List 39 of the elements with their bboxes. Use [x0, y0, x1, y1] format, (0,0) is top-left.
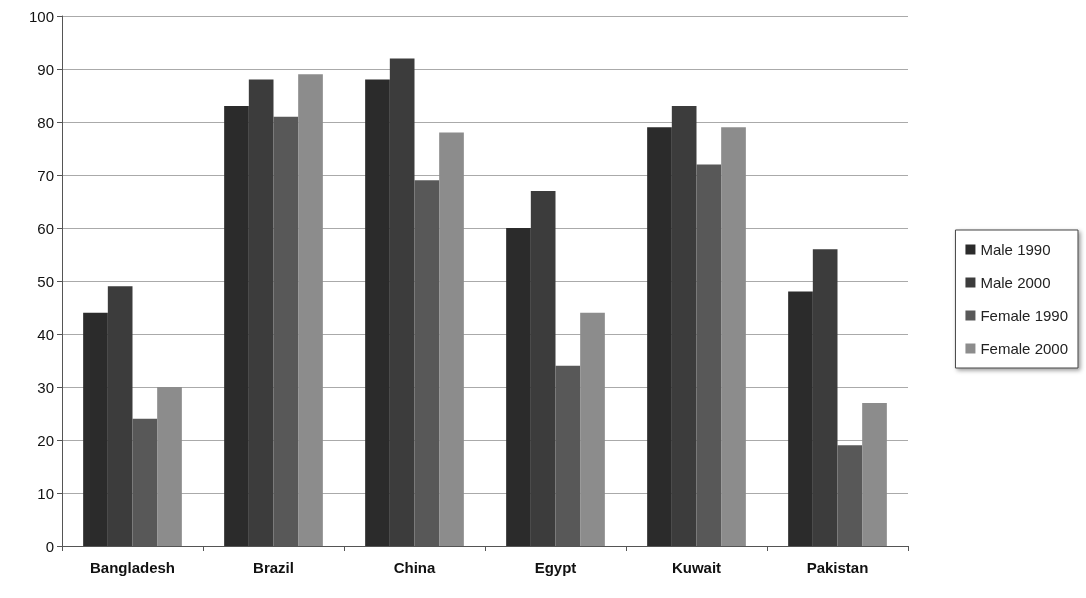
bar [671, 106, 697, 546]
bar [439, 132, 464, 546]
bar [298, 74, 323, 546]
bar [107, 286, 133, 546]
y-tick-label: 10 [37, 484, 54, 502]
y-tick-label: 100 [28, 7, 54, 25]
bar [365, 79, 390, 546]
y-tick-label: 70 [37, 166, 54, 184]
bar [580, 312, 605, 546]
y-tick-label: 60 [37, 219, 54, 237]
bar [506, 228, 531, 546]
bar [83, 312, 108, 546]
x-tick-label: Kuwait [671, 559, 722, 576]
y-tick-label: 0 [45, 537, 54, 555]
bar [224, 106, 249, 546]
bar [647, 127, 672, 546]
legend-label: Female 1990 [980, 307, 1069, 324]
bar [812, 249, 838, 546]
x-tick-label: Brazil [253, 559, 294, 576]
y-tick-label: 90 [37, 60, 54, 78]
bar [389, 58, 415, 546]
bar [788, 291, 813, 546]
bar [248, 79, 274, 546]
x-tick-label: Egypt [534, 559, 577, 576]
x-tick-label: China [393, 559, 436, 576]
y-tick-label: 50 [37, 272, 54, 290]
y-tick-label: 80 [37, 113, 54, 131]
legend-label: Male 1990 [980, 241, 1051, 258]
bar [157, 387, 182, 546]
bar [721, 127, 746, 546]
bar [862, 402, 887, 546]
x-tick-label: Bangladesh [89, 559, 176, 576]
legend-label: Female 2000 [980, 340, 1069, 357]
legend-label: Male 2000 [980, 274, 1051, 291]
y-tick-label: 40 [37, 325, 54, 343]
y-tick-label: 20 [37, 431, 54, 449]
y-tick-label: 30 [37, 378, 54, 396]
bar [530, 190, 556, 546]
x-tick-label: Pakistan [806, 559, 869, 576]
